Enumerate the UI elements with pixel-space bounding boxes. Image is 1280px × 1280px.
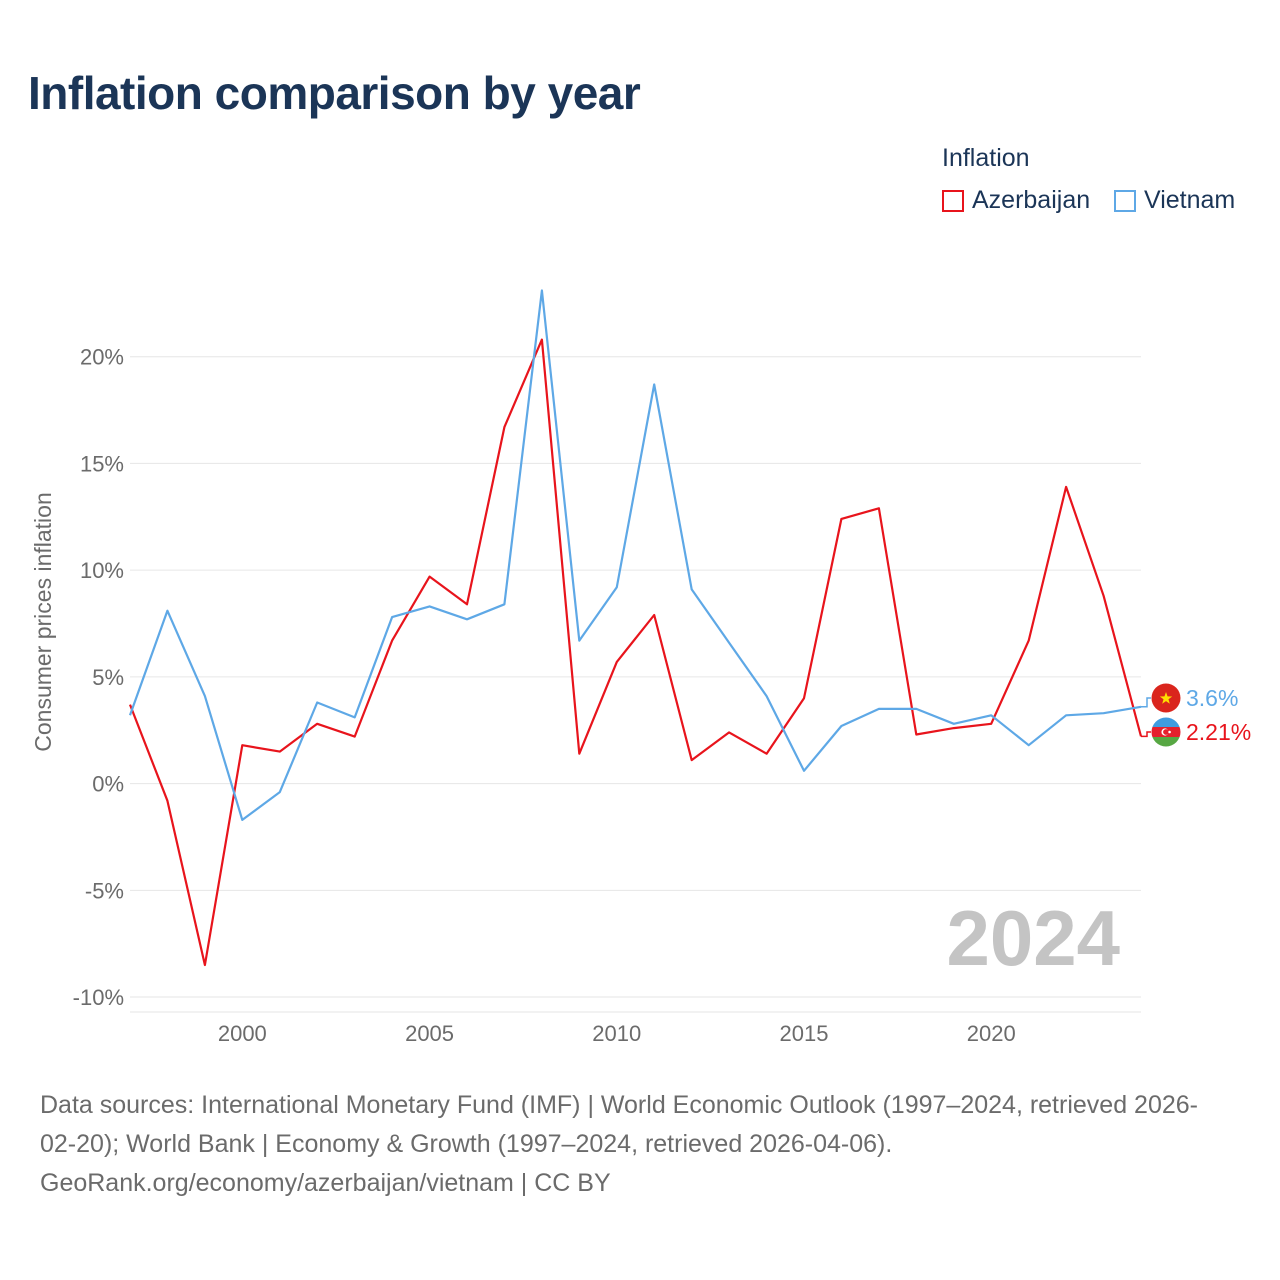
footer-link[interactable]: GeoRank.org/economy/azerbaijan/vietnam |… (40, 1169, 611, 1197)
y-tick-label: 15% (80, 451, 124, 476)
chart-title: Inflation comparison by year (28, 67, 641, 119)
legend-label-vietnam: Vietnam (1144, 186, 1236, 214)
footer-line-1: Data sources: International Monetary Fun… (40, 1091, 1198, 1119)
footer-sources: Data sources: International Monetary Fun… (40, 1086, 1250, 1203)
series-line-vietnam (128, 289, 1142, 822)
x-tick-label: 2010 (592, 1021, 641, 1046)
footer-line-2: 02-20); World Bank | Economy & Growth (1… (40, 1130, 893, 1158)
series-lines (128, 289, 1143, 967)
end-label-connector (1141, 697, 1151, 708)
x-tick-label: 2000 (218, 1021, 267, 1046)
y-tick-label: -5% (85, 878, 124, 903)
end-value-label-vietnam: 3.6% (1186, 685, 1238, 711)
x-tick-label: 2020 (967, 1021, 1016, 1046)
series-line-azerbaijan (128, 338, 1143, 967)
year-watermark: 2024 (946, 894, 1120, 982)
y-tick-label: 10% (80, 558, 124, 583)
line-chart: -10% -5% 0% 5% 10% 15% 20% 2000 2005 2010 2015 202… (30, 289, 1251, 1046)
vietnam-flag-icon (1151, 683, 1181, 713)
flag-star (1168, 730, 1171, 734)
y-tick-label: 5% (92, 665, 124, 690)
x-tick-label: 2015 (780, 1021, 829, 1046)
flag-vietnam-star (1159, 692, 1173, 704)
azerbaijan-flag-icon (1151, 717, 1181, 747)
legend-swatch-vietnam (1114, 189, 1136, 212)
legend-item-vietnam[interactable]: Vietnam (1114, 186, 1235, 215)
x-axis: 2000 2005 2010 2015 2020 (130, 1011, 1141, 1046)
x-tick-label: 2005 (405, 1021, 454, 1046)
y-tick-label: 20% (80, 345, 124, 370)
y-axis-label: Consumer prices inflation (30, 492, 56, 752)
y-tick-label: 0% (92, 772, 124, 797)
flag-band-blue (1151, 717, 1181, 727)
end-label-connector (1141, 731, 1151, 738)
y-axis: -10% -5% 0% 5% 10% 15% 20% (73, 345, 124, 1010)
end-labels: 3.6% 2.21% (1141, 683, 1251, 747)
grid-lines (130, 356, 1141, 998)
legend-item-azerbaijan[interactable]: Azerbaijan (942, 186, 1090, 215)
legend-swatch-azerbaijan (942, 189, 964, 212)
flag-crescent-inner (1163, 729, 1169, 735)
end-value-label-azerbaijan: 2.21% (1186, 719, 1251, 745)
legend-label-azerbaijan: Azerbaijan (972, 186, 1091, 214)
flag-band-green (1151, 737, 1181, 747)
y-tick-label: -10% (73, 985, 124, 1010)
legend-title: Inflation (942, 144, 1030, 172)
